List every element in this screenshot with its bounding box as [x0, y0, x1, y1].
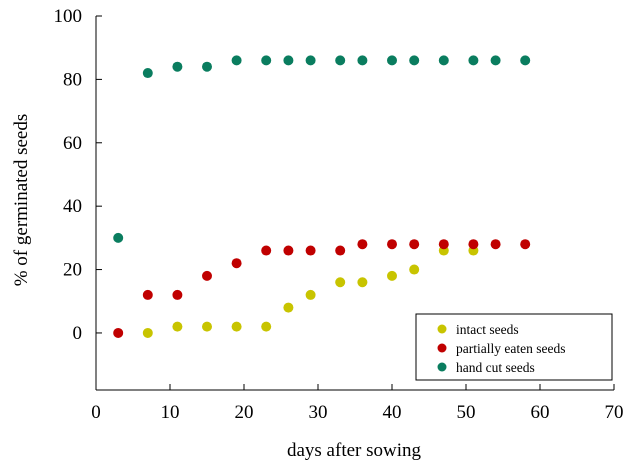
legend-label: partially eaten seeds: [456, 341, 565, 356]
data-point-partially-eaten-seeds: [202, 270, 212, 281]
data-point-partially-eaten-seeds: [438, 239, 449, 250]
data-point-partially-eaten-seeds: [335, 245, 346, 256]
legend-label: intact seeds: [456, 322, 519, 337]
x-tick-label: 70: [605, 402, 624, 423]
data-point-hand-cut-seeds: [113, 232, 124, 243]
y-axis-title: % of germinated seeds: [11, 114, 32, 287]
data-point-partially-eaten-seeds: [261, 245, 272, 256]
x-tick-label: 20: [235, 402, 254, 423]
legend-box: [415, 313, 613, 381]
data-point-hand-cut-seeds: [261, 55, 272, 66]
data-point-intact-seeds: [202, 321, 212, 332]
y-tick-label: 40: [63, 196, 82, 217]
data-point-partially-eaten-seeds: [468, 239, 479, 250]
x-tick-label: 60: [531, 402, 550, 423]
data-point-hand-cut-seeds: [468, 55, 479, 66]
data-points: [113, 55, 531, 338]
data-point-partially-eaten-seeds: [142, 289, 153, 300]
data-point-intact-seeds: [261, 321, 272, 332]
data-point-partially-eaten-seeds: [305, 245, 316, 256]
data-point-partially-eaten-seeds: [113, 327, 124, 338]
legend-marker: [437, 324, 447, 334]
axis-ticks: 0 10 20 30 40 50 60 70 0 20 40 60 80 100: [54, 6, 624, 423]
x-tick-label: 50: [457, 402, 476, 423]
data-point-intact-seeds: [357, 277, 368, 288]
x-tick-label: 10: [161, 402, 180, 423]
x-tick-label: 30: [309, 402, 328, 423]
data-point-intact-seeds: [387, 270, 397, 281]
data-point-intact-seeds: [305, 289, 316, 300]
data-point-intact-seeds: [283, 302, 294, 313]
data-point-hand-cut-seeds: [231, 55, 242, 66]
data-point-hand-cut-seeds: [520, 55, 531, 66]
y-tick-label: 60: [63, 133, 82, 154]
data-point-hand-cut-seeds: [335, 55, 346, 66]
legend: intact seeds partially eaten seeds hand cu…: [415, 313, 613, 381]
data-point-partially-eaten-seeds: [387, 239, 397, 250]
y-tick-label: 100: [54, 6, 83, 27]
data-point-partially-eaten-seeds: [231, 258, 242, 269]
data-point-partially-eaten-seeds: [283, 245, 294, 256]
data-point-partially-eaten-seeds: [409, 239, 420, 250]
data-point-hand-cut-seeds: [490, 55, 501, 66]
data-point-partially-eaten-seeds: [520, 239, 531, 250]
data-point-partially-eaten-seeds: [357, 239, 368, 250]
data-point-intact-seeds: [409, 264, 420, 275]
y-tick-label: 20: [63, 260, 82, 281]
axes: [95, 16, 614, 391]
data-point-hand-cut-seeds: [409, 55, 420, 66]
data-point-intact-seeds: [335, 277, 346, 288]
data-point-hand-cut-seeds: [357, 55, 368, 66]
legend-marker: [437, 343, 447, 353]
data-point-partially-eaten-seeds: [490, 239, 501, 250]
data-point-intact-seeds: [231, 321, 242, 332]
legend-label: hand cut seeds: [456, 360, 535, 375]
data-point-hand-cut-seeds: [438, 55, 449, 66]
x-axis-title: days after sowing: [287, 440, 422, 461]
y-tick-label: 80: [63, 69, 82, 90]
legend-marker: [437, 362, 447, 372]
data-point-hand-cut-seeds: [305, 55, 316, 66]
data-point-hand-cut-seeds: [202, 61, 212, 72]
data-point-hand-cut-seeds: [172, 61, 183, 72]
x-tick-label: 40: [383, 402, 402, 423]
data-point-hand-cut-seeds: [283, 55, 294, 66]
data-point-hand-cut-seeds: [142, 68, 153, 79]
data-point-intact-seeds: [142, 327, 153, 338]
y-tick-label: 0: [73, 323, 83, 344]
data-point-partially-eaten-seeds: [172, 289, 183, 300]
data-point-hand-cut-seeds: [387, 55, 397, 66]
data-point-intact-seeds: [172, 321, 183, 332]
x-tick-label: 0: [91, 402, 101, 423]
